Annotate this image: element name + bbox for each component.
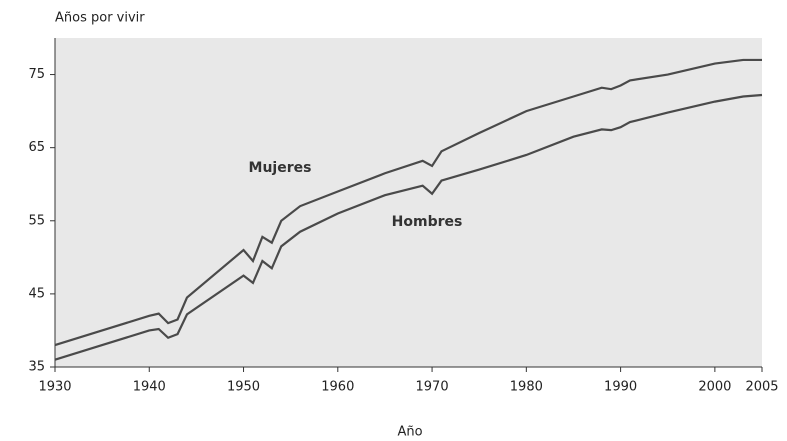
line — [54, 58, 762, 347]
x-tick-label: 1940 — [133, 380, 166, 395]
x-axis-label: Año — [397, 425, 422, 440]
x-tick-label: 2005 — [745, 380, 778, 395]
chart-title: Años por vivir — [55, 11, 145, 26]
y-tick-label: 75 — [28, 67, 45, 82]
y-tick-label: 55 — [28, 213, 45, 228]
series-label: Mujeres — [249, 160, 312, 176]
y-tick-label: 45 — [28, 286, 45, 301]
y-tick-label: 35 — [28, 360, 45, 375]
series-label: Hombres — [392, 214, 463, 230]
line — [54, 93, 763, 361]
x-tick-label: 2000 — [698, 380, 731, 395]
x-tick-label: 1990 — [604, 380, 637, 395]
x-tick-label: 1980 — [510, 380, 543, 395]
y-tick-label: 65 — [28, 140, 45, 155]
x-tick-label: 1930 — [38, 380, 71, 395]
x-tick-label: 1970 — [416, 380, 449, 395]
plot-area — [55, 38, 762, 367]
x-tick-label: 1950 — [227, 380, 260, 395]
x-tick-label: 1960 — [321, 380, 354, 395]
